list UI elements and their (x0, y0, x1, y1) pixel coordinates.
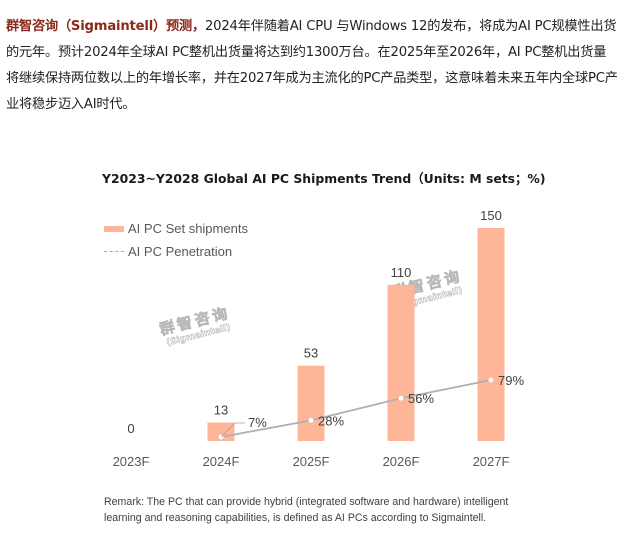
penetration-label: 28% (318, 413, 344, 428)
x-axis-label: 2026F (383, 454, 420, 469)
legend-label-penetration: AI PC Penetration (128, 244, 233, 259)
bar-value-label: 0 (127, 421, 134, 436)
bar-2025F (297, 365, 325, 441)
penetration-marker (488, 377, 494, 383)
penetration-label: 7% (248, 415, 267, 430)
x-axis-label: 2025F (293, 454, 330, 469)
paragraph-body: 2024年伴随着AI CPU 与Windows 12的发布，将成为AI PC规模… (6, 19, 618, 112)
penetration-marker (308, 417, 314, 424)
x-axis-label: 2023F (113, 454, 150, 469)
chart-title: Y2023~Y2028 Global AI PC Shipments Trend… (102, 171, 546, 186)
bar-value-label: 13 (214, 403, 228, 418)
x-axis-label: 2027F (473, 454, 510, 469)
legend-label-shipments: AI PC Set shipments (128, 221, 248, 236)
leader-line (220, 422, 245, 438)
paragraph-lead: 群智咨询（Sigmaintell）预测， (6, 19, 205, 34)
penetration-label: 56% (408, 391, 434, 406)
bar-2026F (387, 284, 415, 441)
legend-item-penetration: AI PC Penetration (104, 240, 248, 263)
penetration-label: 79% (498, 373, 524, 388)
bar-value-label: 53 (304, 346, 318, 361)
bar-value-label: 110 (391, 265, 412, 280)
dashed-line-swatch-icon (104, 251, 124, 252)
chart-legend: AI PC Set shipments AI PC Penetration (104, 217, 248, 263)
bar-swatch-icon (104, 225, 124, 232)
bar-2027F (477, 228, 505, 441)
chart-remark: Remark: The PC that can provide hybrid (… (104, 496, 509, 524)
penetration-marker (398, 395, 404, 402)
bar-value-label: 150 (480, 208, 502, 223)
intro-paragraph: 群智咨询（Sigmaintell）预测，2024年伴随着AI CPU 与Wind… (6, 14, 618, 118)
penetration-line (220, 379, 492, 438)
legend-item-shipments: AI PC Set shipments (104, 217, 248, 240)
x-axis-label: 2024F (203, 454, 240, 469)
